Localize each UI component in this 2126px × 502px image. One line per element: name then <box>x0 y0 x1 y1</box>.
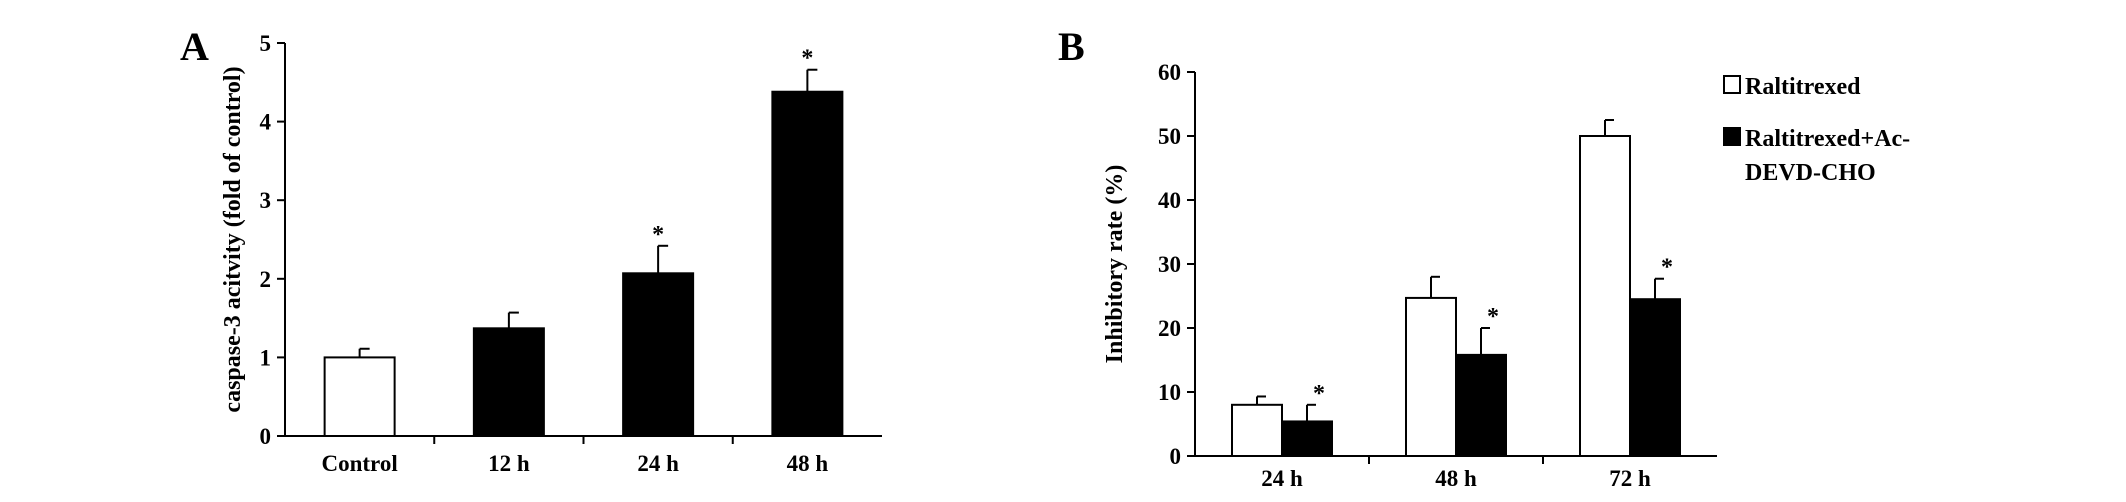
bar-control <box>323 356 396 437</box>
y-tick-label: 2 <box>260 267 272 292</box>
panel-b-y-axis-label: Inhibitory rate (%) <box>1102 165 1128 364</box>
bar-72-h-raltitrexed-ac-devd-cho <box>1629 298 1681 458</box>
legend-swatch-raltitrexed <box>1723 75 1741 94</box>
legend-swatch-raltitrexed-ac-devd-cho <box>1723 127 1741 146</box>
y-tick-label: 60 <box>1158 60 1181 85</box>
bar-24-h-significance-marker: * <box>652 222 664 248</box>
panel-b-chart: B Inhibitory rate (%) 0 10 20 30 40 50 60 * 24 … <box>1058 24 1717 491</box>
bar-48-h-raltitrexed-ac-devd-cho-significance-marker: * <box>1487 304 1499 330</box>
bar-48-h-raltitrexed-ac-devd-cho <box>1455 353 1507 458</box>
panel-b-bars: * 24 h * 48 h * 72 h <box>1231 119 1681 491</box>
x-tick-label-12-h: 12 h <box>488 451 530 476</box>
y-tick-label: 0 <box>1170 444 1182 469</box>
bar-48-h <box>771 90 844 438</box>
y-tick-label: 40 <box>1158 188 1181 213</box>
y-tick-label: 4 <box>260 110 272 135</box>
bar-24-h-raltitrexed <box>1231 403 1283 457</box>
x-tick-label-control: Control <box>322 451 398 476</box>
y-tick-label: 5 <box>260 31 272 56</box>
legend-label-raltitrexed-ac-devd-cho-line2: DEVD-CHO <box>1745 160 1876 186</box>
x-tick-label-24-h: 24 h <box>1261 466 1303 491</box>
y-tick-label: 0 <box>260 424 272 449</box>
legend: Raltitrexed Raltitrexed+Ac- DEVD-CHO <box>1723 74 1910 186</box>
panel-a-bars: Control 12 h 24 h * 48 h * <box>322 46 844 476</box>
x-tick-label-48-h: 48 h <box>787 451 829 476</box>
x-tick-label-24-h: 24 h <box>637 451 679 476</box>
x-tick-label-48-h: 48 h <box>1435 466 1477 491</box>
y-tick-label: 1 <box>260 345 272 370</box>
panel-a-y-axis-label: caspase-3 acitvity (fold of control) <box>220 66 246 412</box>
legend-label-raltitrexed-ac-devd-cho-line1: Raltitrexed+Ac- <box>1745 126 1910 152</box>
y-tick-label: 30 <box>1158 252 1181 277</box>
x-tick-label-72-h: 72 h <box>1609 466 1651 491</box>
y-tick-label: 10 <box>1158 380 1181 405</box>
bar-48-h-significance-marker: * <box>801 46 813 72</box>
bar-72-h-raltitrexed-ac-devd-cho-significance-marker: * <box>1661 255 1673 281</box>
panel-a-chart: A caspase-3 acitvity (fold of control) 0… <box>180 24 882 476</box>
panel-b-letter: B <box>1058 24 1085 69</box>
y-tick-label: 20 <box>1158 316 1181 341</box>
panel-a-letter: A <box>180 24 209 69</box>
bar-24-h <box>622 272 695 437</box>
bar-24-h-raltitrexed-ac-devd-cho <box>1281 420 1333 458</box>
bar-12-h <box>472 327 545 437</box>
bar-24-h-raltitrexed-ac-devd-cho-significance-marker: * <box>1313 381 1325 407</box>
bar-48-h-raltitrexed <box>1405 296 1457 458</box>
y-tick-label: 50 <box>1158 124 1181 149</box>
legend-label-raltitrexed: Raltitrexed <box>1745 74 1861 100</box>
bar-72-h-raltitrexed <box>1579 135 1631 457</box>
y-tick-label: 3 <box>260 188 272 213</box>
